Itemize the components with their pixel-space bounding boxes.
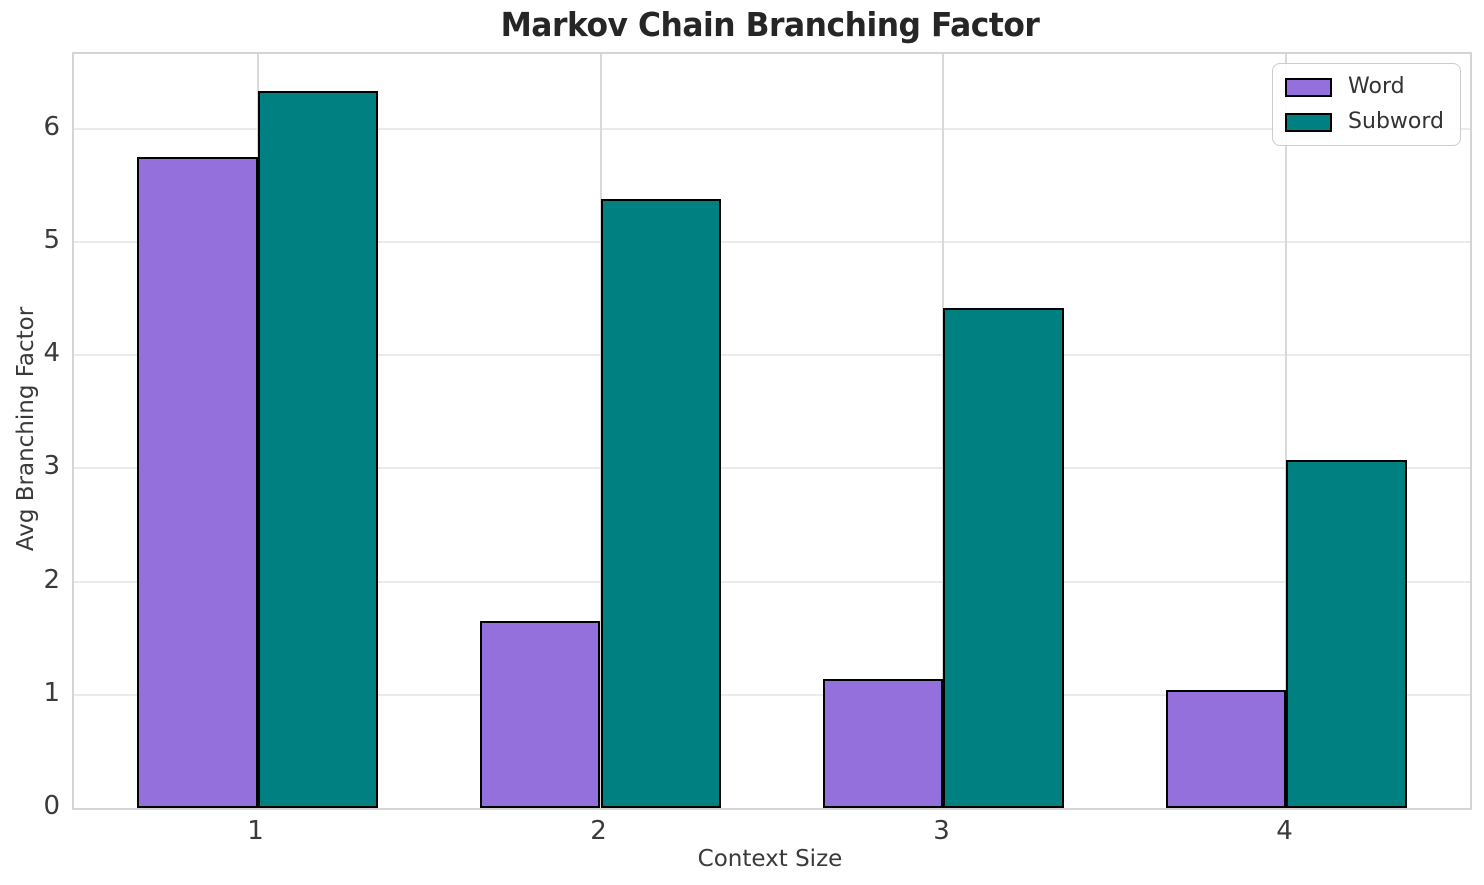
y-tick-label: 1: [43, 677, 60, 708]
y-tick-label: 6: [43, 111, 60, 142]
legend-item-word: Word: [1285, 74, 1444, 100]
x-tick-label: 3: [933, 816, 950, 846]
legend-label-word: Word: [1348, 74, 1405, 99]
x-tick-label: 4: [1276, 816, 1293, 846]
gridline-horizontal: [74, 580, 1470, 583]
bar-subword-4: [1286, 460, 1407, 808]
legend-swatch-subword: [1285, 112, 1333, 132]
bar-subword-1: [257, 91, 378, 808]
y-tick-label: 3: [43, 451, 60, 482]
bar-word-2: [480, 621, 601, 808]
legend-swatch-word: [1285, 77, 1333, 97]
plot-area: Word Subword: [72, 52, 1472, 810]
x-axis-label: Context Size: [697, 846, 843, 872]
bar-subword-3: [943, 307, 1064, 808]
gridline-vertical: [1285, 54, 1288, 808]
bar-word-1: [137, 157, 258, 808]
y-tick-label: 0: [43, 791, 60, 821]
chart-title: Markov Chain Branching Factor: [500, 5, 1040, 44]
y-tick-label: 4: [43, 338, 60, 369]
gridline-horizontal: [74, 693, 1470, 696]
x-tick-label: 1: [247, 816, 264, 846]
gridline-horizontal: [74, 127, 1470, 130]
gridline-horizontal: [74, 467, 1470, 470]
bar-subword-2: [600, 198, 721, 808]
legend: Word Subword: [1272, 63, 1461, 146]
bar-word-3: [823, 678, 944, 808]
y-tick-label: 5: [43, 224, 60, 255]
gridline-horizontal: [74, 354, 1470, 357]
x-tick-label: 2: [590, 816, 607, 846]
bar-word-4: [1166, 690, 1287, 808]
legend-item-subword: Subword: [1285, 109, 1444, 135]
y-tick-label: 2: [43, 564, 60, 595]
legend-label-subword: Subword: [1348, 109, 1444, 134]
gridline-horizontal: [74, 240, 1470, 243]
